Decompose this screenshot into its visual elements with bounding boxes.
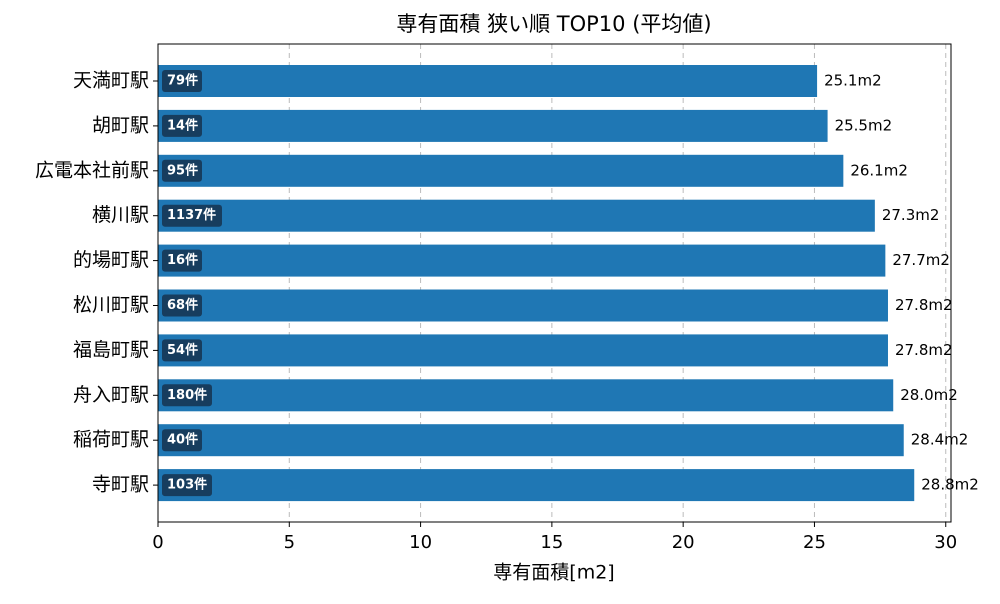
count-badge	[162, 474, 212, 497]
y-tick-label: 福島町駅	[73, 339, 149, 361]
x-tick-label: 30	[934, 532, 957, 553]
x-tick-label: 20	[672, 532, 695, 553]
bar	[158, 379, 894, 412]
value-label: 28.0m2	[900, 386, 958, 404]
value-label: 25.1m2	[824, 72, 882, 90]
x-axis-label: 専有面積[m2]	[493, 562, 614, 584]
bar	[158, 289, 888, 322]
count-badge	[162, 249, 202, 272]
count-badge	[162, 204, 222, 227]
value-label: 28.8m2	[921, 476, 979, 494]
y-tick-label: 的場町駅	[73, 249, 149, 271]
count-label: 79件	[167, 73, 198, 89]
bar	[158, 199, 875, 232]
y-tick-label: 稲荷町駅	[73, 429, 149, 451]
bar	[158, 424, 904, 457]
count-label: 54件	[167, 342, 198, 358]
y-tick-label: 横川駅	[92, 204, 149, 226]
bar	[158, 469, 915, 502]
count-badge	[162, 429, 202, 452]
y-tick-label: 松川町駅	[73, 294, 149, 316]
x-tick-label: 15	[540, 532, 563, 553]
count-label: 180件	[167, 387, 207, 403]
value-label: 27.8m2	[895, 341, 953, 359]
count-badge	[162, 159, 202, 182]
value-label: 25.5m2	[835, 116, 893, 134]
count-label: 14件	[167, 117, 198, 133]
value-label: 27.7m2	[892, 251, 950, 269]
value-label: 28.4m2	[911, 431, 969, 449]
y-tick-label: 舟入町駅	[73, 384, 149, 406]
x-tick-label: 0	[152, 532, 163, 553]
count-label: 16件	[167, 252, 198, 268]
count-badge	[162, 114, 202, 137]
bar	[158, 109, 828, 142]
value-label: 27.3m2	[882, 206, 940, 224]
bar	[158, 334, 888, 367]
plot-frame	[157, 43, 952, 523]
value-label: 26.1m2	[850, 161, 908, 179]
chart-title: 専有面積 狭い順 TOP10 (平均値)	[396, 12, 711, 36]
bar	[158, 154, 844, 187]
x-tick-label: 25	[803, 532, 826, 553]
count-label: 1137件	[167, 207, 216, 223]
x-tick-label: 5	[284, 532, 295, 553]
count-label: 103件	[167, 477, 207, 493]
count-badge	[162, 70, 202, 92]
value-label: 27.8m2	[895, 296, 953, 314]
y-tick-label: 寺町駅	[92, 474, 149, 496]
count-label: 95件	[167, 162, 198, 178]
y-tick-label: 胡町駅	[92, 114, 149, 136]
count-badge	[162, 384, 212, 407]
x-tick-label: 10	[409, 532, 432, 553]
count-label: 68件	[167, 297, 198, 313]
bar	[158, 244, 886, 277]
count-badge	[162, 339, 202, 362]
count-badge	[162, 294, 202, 317]
y-tick-label: 天満町駅	[73, 70, 149, 92]
y-tick-label: 広電本社前駅	[35, 159, 149, 181]
bar	[158, 65, 818, 97]
count-label: 40件	[167, 432, 198, 448]
